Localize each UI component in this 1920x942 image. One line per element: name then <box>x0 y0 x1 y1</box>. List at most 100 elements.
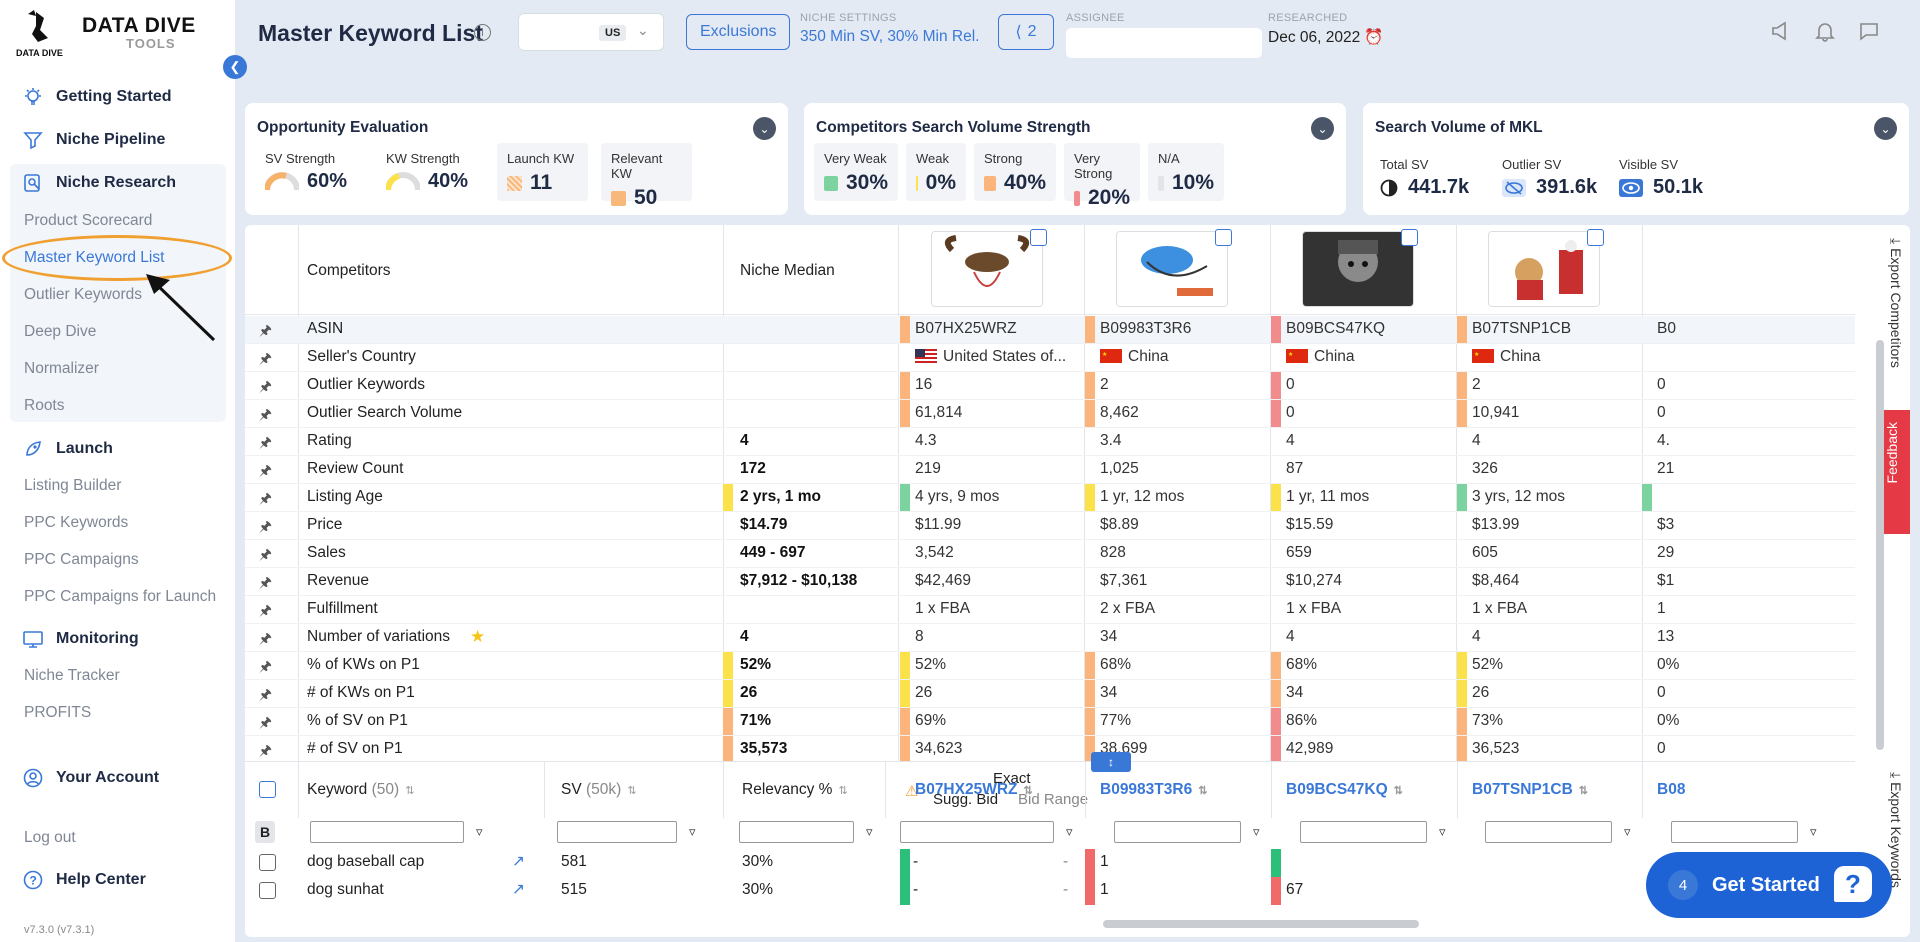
pin-icon[interactable]: 🖈 <box>259 378 272 394</box>
pin-icon[interactable]: 🖈 <box>259 350 272 366</box>
bell-icon[interactable] <box>1814 20 1836 48</box>
filter-icon[interactable]: ▿ <box>476 824 483 839</box>
assignee-input[interactable] <box>1066 28 1262 58</box>
competitor-checkbox[interactable] <box>1215 229 1232 246</box>
marketplace-select[interactable]: US ⌄ <box>518 13 664 51</box>
filter-icon[interactable]: ▿ <box>866 824 873 839</box>
product-image[interactable] <box>1488 231 1600 307</box>
nav-outlier-keywords[interactable]: Outlier Keywords <box>24 286 143 303</box>
niche-settings-value[interactable]: 350 Min SV, 30% Min Rel. <box>800 28 980 45</box>
get-started-button[interactable]: 4 Get Started ? <box>1646 852 1892 918</box>
filter-icon[interactable]: ▿ <box>1624 824 1631 839</box>
filter-icon[interactable]: ▿ <box>689 824 696 839</box>
keyword-text[interactable]: dog baseball cap <box>307 853 425 870</box>
niche-settings[interactable]: NICHE SETTINGS 350 Min SV, 30% Min Rel. <box>800 12 980 46</box>
nav-help-center[interactable]: ? Help Center <box>22 869 146 891</box>
keyword-text[interactable]: dog sunhat <box>307 881 384 898</box>
nav-getting-started[interactable]: Getting Started <box>22 86 172 108</box>
asin-link[interactable]: B09BCS47KQ <box>1286 320 1386 337</box>
pin-icon[interactable]: 🖈 <box>259 574 272 590</box>
filter-icon[interactable]: ▿ <box>1439 824 1446 839</box>
asin-col-header[interactable]: B07HX25WRZ ⇅ <box>915 781 1033 798</box>
asin-link[interactable]: B07TSNP1CB <box>1472 320 1572 337</box>
collapse-card-button[interactable]: ⌄ <box>1311 117 1334 140</box>
asin-link[interactable]: B09983T3R6 <box>1100 320 1192 337</box>
keyword-checkbox[interactable] <box>259 882 276 899</box>
filter-icon[interactable]: ▿ <box>1066 824 1073 839</box>
external-link-icon[interactable]: ↗ <box>512 853 525 870</box>
external-link-icon[interactable]: ↗ <box>512 881 525 898</box>
info-icon[interactable]: i <box>474 24 491 41</box>
keyword-checkbox[interactable] <box>259 854 276 871</box>
nav-normalizer[interactable]: Normalizer <box>24 360 99 377</box>
asin-col-header[interactable]: B09983T3R6 ⇅ <box>1100 781 1208 798</box>
nav-niche-research[interactable]: Niche Research <box>22 172 176 194</box>
logo[interactable]: DATA DIVE DATA DIVE TOOLS <box>14 8 214 60</box>
share-button[interactable]: ⟨ 2 <box>998 14 1054 50</box>
nav-niche-pipeline[interactable]: Niche Pipeline <box>22 129 165 151</box>
nav-ppc-campaigns-launch[interactable]: PPC Campaigns for Launch <box>24 588 217 605</box>
asin-col-header[interactable]: B07TSNP1CB ⇅ <box>1472 781 1588 798</box>
nav-roots[interactable]: Roots <box>24 397 65 414</box>
nav-listing-builder[interactable]: Listing Builder <box>24 477 122 494</box>
pin-icon[interactable]: 🖈 <box>259 630 272 646</box>
pin-icon[interactable]: 🖈 <box>259 518 272 534</box>
pin-icon[interactable]: 🖈 <box>259 406 272 422</box>
nav-ppc-keywords[interactable]: PPC Keywords <box>24 514 129 531</box>
chat-icon[interactable] <box>1858 20 1880 48</box>
pin-icon[interactable]: 🖈 <box>259 462 272 478</box>
nav-monitoring[interactable]: Monitoring <box>22 628 139 650</box>
column-filter-input[interactable] <box>1485 821 1612 843</box>
nav-profits[interactable]: PROFITS <box>24 704 92 721</box>
pin-icon[interactable]: 🖈 <box>259 490 272 506</box>
column-filter-input[interactable] <box>1671 821 1798 843</box>
export-keywords-button[interactable]: ⤓ Export Keywords <box>1888 772 1904 888</box>
alarm-clock-icon[interactable]: ⏰ <box>1364 29 1384 46</box>
product-image[interactable] <box>1116 231 1228 307</box>
nav-your-account[interactable]: Your Account <box>22 767 159 789</box>
pin-icon[interactable]: 🖈 <box>259 742 272 758</box>
resize-handle[interactable]: ↕ <box>1091 752 1131 772</box>
column-filter-input[interactable] <box>739 821 854 843</box>
relevancy-col-header[interactable]: Relevancy % ⇅ <box>742 781 848 798</box>
nav-launch[interactable]: Launch <box>22 438 113 460</box>
filter-icon[interactable]: ▿ <box>1253 824 1260 839</box>
pin-icon[interactable]: 🖈 <box>259 434 272 450</box>
vertical-scrollbar[interactable] <box>1876 340 1884 750</box>
pin-icon[interactable]: 🖈 <box>259 714 272 730</box>
collapse-sidebar-button[interactable]: ❮ <box>223 55 247 79</box>
column-filter-input[interactable] <box>310 821 464 843</box>
competitor-checkbox[interactable] <box>1030 229 1047 246</box>
keyword-col-header[interactable]: Keyword (50) ⇅ <box>307 781 415 798</box>
select-all-checkbox[interactable] <box>259 781 276 798</box>
competitor-checkbox[interactable] <box>1587 229 1604 246</box>
asin-col-header[interactable]: B09BCS47KQ ⇅ <box>1286 781 1403 798</box>
bulk-action-button[interactable]: B <box>255 821 275 843</box>
column-filter-input[interactable] <box>557 821 677 843</box>
help-chat-icon[interactable]: ? <box>1834 866 1872 902</box>
pin-icon[interactable]: 🖈 <box>259 322 272 338</box>
nav-product-scorecard[interactable]: Product Scorecard <box>24 212 153 229</box>
nav-log-out[interactable]: Log out <box>24 829 76 846</box>
export-competitors-button[interactable]: ⤓ Export Competitors <box>1888 238 1904 368</box>
filter-icon[interactable]: ▿ <box>1810 824 1817 839</box>
competitor-checkbox[interactable] <box>1401 229 1418 246</box>
collapse-card-button[interactable]: ⌄ <box>1874 117 1897 140</box>
product-image[interactable] <box>1302 231 1414 307</box>
asin-link[interactable]: B07HX25WRZ <box>915 320 1017 337</box>
horizontal-scrollbar[interactable] <box>1103 920 1419 928</box>
column-filter-input[interactable] <box>900 821 1054 843</box>
nav-niche-tracker[interactable]: Niche Tracker <box>24 667 120 684</box>
exclusions-button[interactable]: Exclusions <box>686 14 791 50</box>
nav-ppc-campaigns[interactable]: PPC Campaigns <box>24 551 139 568</box>
product-image[interactable] <box>931 231 1043 307</box>
nav-deep-dive[interactable]: Deep Dive <box>24 323 97 340</box>
pin-icon[interactable]: 🖈 <box>259 546 272 562</box>
collapse-card-button[interactable]: ⌄ <box>753 117 776 140</box>
column-filter-input[interactable] <box>1114 821 1241 843</box>
pin-icon[interactable]: 🖈 <box>259 602 272 618</box>
sv-col-header[interactable]: SV (50k) ⇅ <box>561 781 637 798</box>
asin-col-header[interactable]: B08 <box>1657 781 1686 798</box>
announcement-icon[interactable] <box>1770 20 1792 48</box>
pin-icon[interactable]: 🖈 <box>259 658 272 674</box>
